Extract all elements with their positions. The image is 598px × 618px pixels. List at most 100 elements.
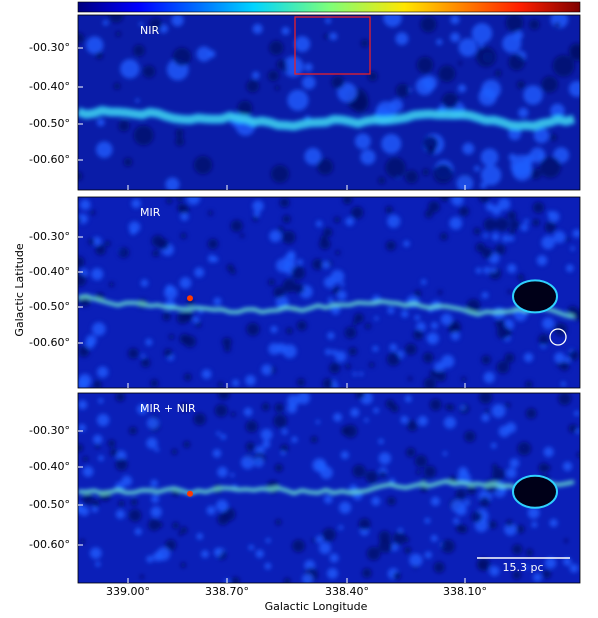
blob — [423, 465, 437, 478]
blob — [176, 197, 183, 202]
blob — [554, 22, 560, 28]
blob — [544, 221, 557, 233]
blob — [497, 197, 511, 211]
blob — [98, 455, 104, 462]
blob — [78, 443, 84, 453]
blob — [335, 351, 347, 363]
blob — [420, 16, 437, 33]
blob — [525, 380, 533, 388]
blob — [179, 277, 192, 289]
blob — [558, 393, 572, 406]
blob — [429, 398, 442, 411]
blob — [196, 533, 204, 540]
blob — [213, 297, 222, 306]
blob — [475, 46, 497, 68]
blob — [512, 570, 522, 580]
panel-label: MIR + NIR — [140, 402, 196, 415]
blob — [562, 461, 573, 472]
blob — [78, 378, 90, 388]
blob — [424, 209, 433, 219]
blob — [78, 400, 88, 410]
blob — [496, 325, 510, 340]
blob — [175, 128, 184, 138]
blob — [491, 232, 500, 241]
blob — [471, 511, 482, 523]
y-axis-label: Galactic Latitude — [13, 243, 26, 337]
blob — [97, 366, 109, 378]
blob — [352, 372, 357, 377]
blob — [115, 31, 122, 37]
blob — [403, 240, 410, 247]
blob — [365, 470, 378, 484]
panel — [78, 393, 580, 583]
blob — [430, 321, 439, 330]
blob — [186, 197, 201, 205]
blob — [405, 447, 416, 458]
blob — [269, 40, 284, 56]
blob — [331, 75, 345, 89]
blob — [488, 520, 498, 529]
blob — [481, 291, 489, 299]
blob — [95, 443, 100, 449]
blob — [390, 543, 399, 552]
blob — [340, 282, 345, 287]
blob — [565, 237, 570, 242]
panel-label: MIR — [140, 206, 161, 219]
blob — [378, 539, 393, 553]
blob — [261, 364, 273, 376]
blob — [361, 568, 372, 578]
blob — [430, 496, 441, 506]
blob — [223, 345, 231, 353]
blob — [232, 379, 240, 387]
blob — [214, 404, 228, 418]
blob — [564, 538, 569, 543]
blob — [240, 455, 255, 470]
y-tick-label: -00.40° — [29, 80, 70, 93]
blob — [129, 228, 137, 235]
blob — [517, 273, 525, 281]
blob — [146, 417, 160, 430]
blob — [180, 402, 190, 412]
blob — [491, 404, 506, 418]
blob — [148, 518, 161, 531]
blob — [520, 223, 529, 232]
blob — [415, 469, 422, 475]
blob — [98, 398, 104, 404]
blob — [404, 395, 412, 403]
blob — [274, 463, 284, 473]
blob — [264, 562, 272, 570]
blob — [130, 498, 138, 506]
blob — [378, 438, 384, 445]
blob — [180, 562, 186, 568]
blob — [505, 402, 511, 408]
blob — [326, 567, 339, 580]
blob — [269, 230, 282, 243]
blob — [78, 32, 85, 44]
blob — [494, 244, 506, 255]
blob — [550, 103, 565, 119]
blob — [335, 250, 341, 256]
blob — [333, 412, 343, 422]
blob — [354, 133, 371, 150]
blob — [538, 462, 549, 473]
y-tick-label: -00.50° — [29, 300, 70, 313]
y-tick-label: -00.40° — [29, 460, 70, 473]
blob — [183, 373, 192, 381]
blob — [92, 236, 102, 246]
blob — [96, 118, 105, 127]
blob — [505, 15, 524, 32]
blob — [457, 84, 467, 93]
blob — [459, 206, 470, 217]
blob — [565, 264, 574, 273]
blob — [192, 316, 200, 324]
blob — [340, 451, 349, 460]
blob — [297, 259, 304, 266]
blob — [245, 375, 256, 386]
blob — [389, 343, 398, 352]
blob — [96, 413, 110, 427]
blob — [421, 477, 427, 483]
hotspot — [187, 295, 193, 302]
blob — [414, 289, 422, 298]
blob — [282, 278, 297, 293]
blob — [270, 325, 278, 334]
